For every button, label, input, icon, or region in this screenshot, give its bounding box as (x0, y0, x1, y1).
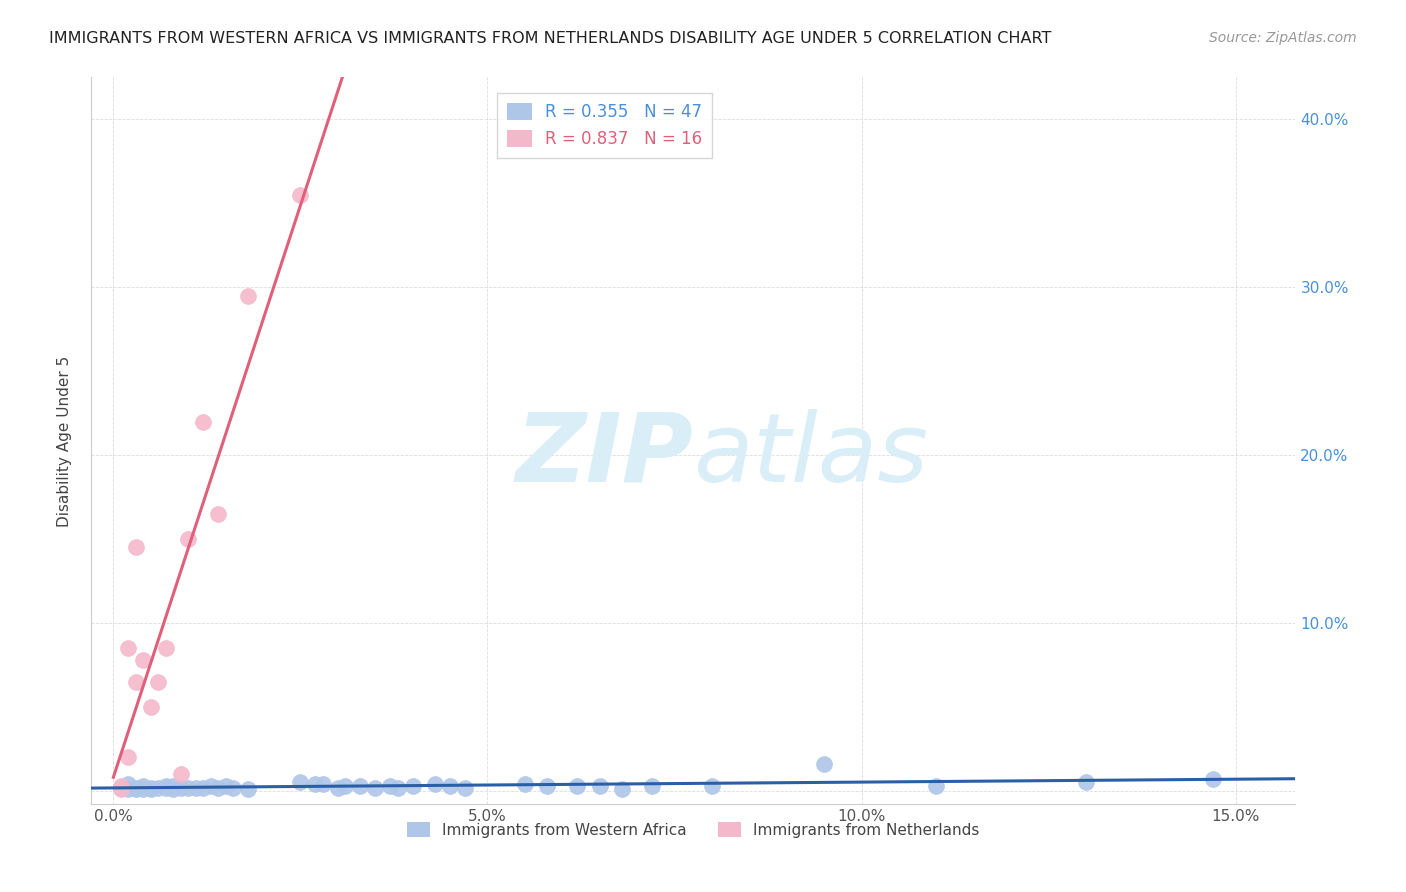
Point (125, 541, 148, 555)
Point (513, 777, 536, 791)
Point (700, 779, 723, 793)
Point (184, 780, 207, 795)
Point (312, 777, 335, 791)
Point (423, 777, 446, 791)
Point (162, 782, 184, 797)
Point (132, 653, 155, 667)
Point (200, 779, 222, 793)
Point (236, 288, 259, 302)
Point (304, 777, 326, 791)
Point (117, 750, 139, 764)
Legend: Immigrants from Western Africa, Immigrants from Netherlands: Immigrants from Western Africa, Immigran… (401, 815, 986, 844)
Point (155, 779, 177, 793)
Point (155, 780, 177, 795)
Point (139, 780, 162, 795)
Point (132, 782, 155, 797)
Point (610, 782, 633, 797)
Point (387, 780, 409, 795)
Point (139, 700, 162, 714)
Point (117, 782, 139, 797)
Text: Source: ZipAtlas.com: Source: ZipAtlas.com (1209, 31, 1357, 45)
Point (110, 782, 132, 797)
Point (207, 507, 229, 521)
Point (1202, 772, 1225, 786)
Point (349, 779, 371, 793)
Text: atlas: atlas (693, 409, 928, 502)
Point (454, 780, 477, 795)
Point (162, 779, 184, 793)
Point (222, 780, 245, 795)
Point (139, 782, 162, 797)
Point (170, 780, 193, 795)
Point (925, 779, 948, 793)
Point (177, 780, 200, 795)
Y-axis label: Disability Age Under 5: Disability Age Under 5 (58, 355, 72, 526)
Point (170, 767, 193, 781)
Point (439, 779, 461, 793)
Point (191, 780, 214, 795)
Text: IMMIGRANTS FROM WESTERN AFRICA VS IMMIGRANTS FROM NETHERLANDS DISABILITY AGE UND: IMMIGRANTS FROM WESTERN AFRICA VS IMMIGR… (49, 31, 1052, 46)
Point (236, 782, 259, 797)
Point (214, 779, 236, 793)
Point (177, 532, 200, 546)
Point (326, 780, 349, 795)
Point (125, 782, 148, 797)
Point (813, 757, 835, 772)
Point (117, 777, 139, 791)
Point (155, 641, 177, 656)
Point (335, 779, 357, 793)
Point (589, 779, 612, 793)
Point (207, 780, 229, 795)
Point (567, 779, 589, 793)
Point (132, 779, 155, 793)
Point (110, 780, 132, 795)
Point (191, 415, 214, 429)
Point (148, 674, 170, 689)
Point (401, 779, 423, 793)
Point (1074, 775, 1097, 789)
Point (536, 779, 558, 793)
Point (125, 674, 148, 689)
Point (290, 188, 312, 202)
Text: ZIP: ZIP (516, 409, 693, 502)
Point (125, 780, 148, 795)
Point (110, 779, 132, 793)
Point (641, 779, 664, 793)
Point (290, 775, 312, 789)
Point (380, 779, 402, 793)
Point (148, 780, 170, 795)
Point (364, 780, 387, 795)
Point (117, 641, 139, 656)
